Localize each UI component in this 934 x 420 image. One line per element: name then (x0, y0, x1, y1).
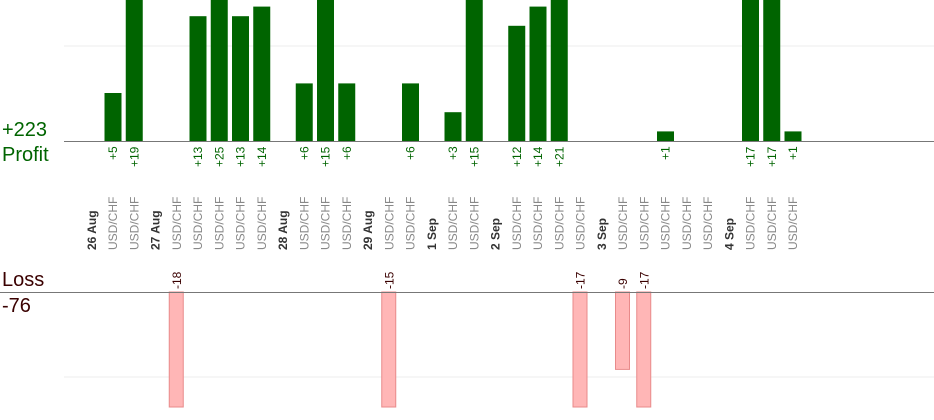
date-label: 26 Aug (85, 210, 99, 250)
pair-label: USD/CHF (297, 197, 311, 250)
loss-bar (168, 291, 184, 408)
profit-bar (657, 131, 674, 141)
loss-value-label: -17 (637, 271, 651, 289)
profit-value-label: +6 (340, 146, 354, 160)
date-label: 28 Aug (276, 210, 290, 250)
pair-label: USD/CHF (637, 197, 651, 250)
profit-bar (232, 16, 249, 142)
profit-bar (210, 0, 228, 141)
pair-label: USD/CHF (616, 197, 630, 250)
profit-value-label: +13 (191, 146, 205, 167)
loss-value-label: -15 (382, 271, 396, 289)
profit-bar (402, 83, 419, 141)
pair-label: USD/CHF (191, 197, 205, 250)
profit-value-label: +25 (212, 146, 226, 167)
loss-total: -76 (2, 295, 31, 317)
profit-value-label: +17 (765, 146, 779, 167)
profit-total: +223 (2, 119, 48, 141)
profit-label: Profit (2, 144, 49, 166)
pair-label: USD/CHF (382, 197, 396, 250)
pair-label: USD/CHF (170, 197, 184, 250)
loss-bar (615, 291, 630, 370)
pair-label: USD/CHF (127, 197, 141, 250)
pair-label: USD/CHF (106, 197, 120, 250)
profit-value-label: +19 (127, 146, 141, 167)
profit-value-label: +3 (446, 146, 460, 160)
pair-label: USD/CHF (680, 197, 694, 250)
profit-value-label: +15 (319, 146, 333, 167)
profit-value-label: +14 (531, 146, 545, 167)
value-labels: +5 +19-18+13 +25 +13 +14 +6 +15 +6-15+6 +3 +15 +12… (106, 146, 800, 289)
pair-label: USD/CHF (467, 197, 481, 250)
pair-label: USD/CHF (255, 197, 269, 250)
date-label: 4 Sep (722, 218, 736, 250)
pair-label: USD/CHF (446, 197, 460, 250)
pair-label: USD/CHF (765, 197, 779, 250)
pair-label: USD/CHF (319, 197, 333, 250)
date-label: 1 Sep (425, 218, 439, 250)
profit-bar (550, 0, 568, 141)
profit-value-label: +12 (510, 146, 524, 167)
profit-bar (529, 6, 547, 141)
pair-label: USD/CHF (552, 197, 566, 250)
pair-label: USD/CHF (212, 197, 226, 250)
profit-bar (125, 0, 143, 141)
profit-value-label: +13 (234, 146, 248, 167)
profit-bar (742, 0, 759, 141)
profit-value-label: +5 (106, 146, 120, 160)
date-label: 3 Sep (595, 218, 609, 250)
date-label: 29 Aug (361, 210, 375, 250)
profit-bar (295, 83, 313, 141)
profit-bar (508, 25, 526, 141)
loss-bar (636, 291, 652, 408)
profit-value-label: +14 (255, 146, 269, 167)
pair-label: USD/CHF (744, 197, 758, 250)
gridlines (64, 45, 934, 378)
loss-bar (572, 291, 588, 408)
category-labels: 26 Aug USD/CHF USD/CHF 27 Aug USD/CHF USD/CHF… (85, 197, 800, 250)
profit-bar (189, 16, 207, 142)
profit-value-label: +17 (744, 146, 758, 167)
date-label: 2 Sep (489, 218, 503, 250)
profit-bar (338, 83, 356, 141)
pair-label: USD/CHF (786, 197, 800, 250)
profit-value-label: +15 (467, 146, 481, 167)
profit-value-label: +1 (659, 146, 673, 160)
trade-bars (104, 0, 802, 408)
profit-bar (253, 6, 271, 141)
pair-label: USD/CHF (510, 197, 524, 250)
loss-value-label: -9 (616, 278, 630, 289)
profit-bar (317, 0, 334, 141)
axes (0, 141, 934, 293)
loss-value-label: -18 (170, 271, 184, 289)
profit-value-label: +21 (552, 146, 566, 167)
pair-label: USD/CHF (340, 197, 354, 250)
pair-label: USD/CHF (574, 197, 588, 250)
loss-label: Loss (2, 269, 45, 291)
pair-label: USD/CHF (531, 197, 545, 250)
loss-bar (381, 291, 397, 408)
profit-value-label: +6 (404, 146, 418, 160)
date-label: 27 Aug (149, 210, 163, 250)
profit-value-label: +1 (786, 146, 800, 160)
pair-label: USD/CHF (701, 197, 715, 250)
profit-bar (763, 0, 781, 141)
pair-label: USD/CHF (234, 197, 248, 250)
profit-bar (104, 93, 122, 141)
profit-bar (784, 131, 802, 141)
profit-value-label: +6 (297, 146, 311, 160)
loss-value-label: -17 (574, 271, 588, 289)
pair-label: USD/CHF (659, 197, 673, 250)
pair-label: USD/CHF (404, 197, 418, 250)
profit-bar (465, 0, 483, 141)
profit-bar (444, 112, 462, 141)
